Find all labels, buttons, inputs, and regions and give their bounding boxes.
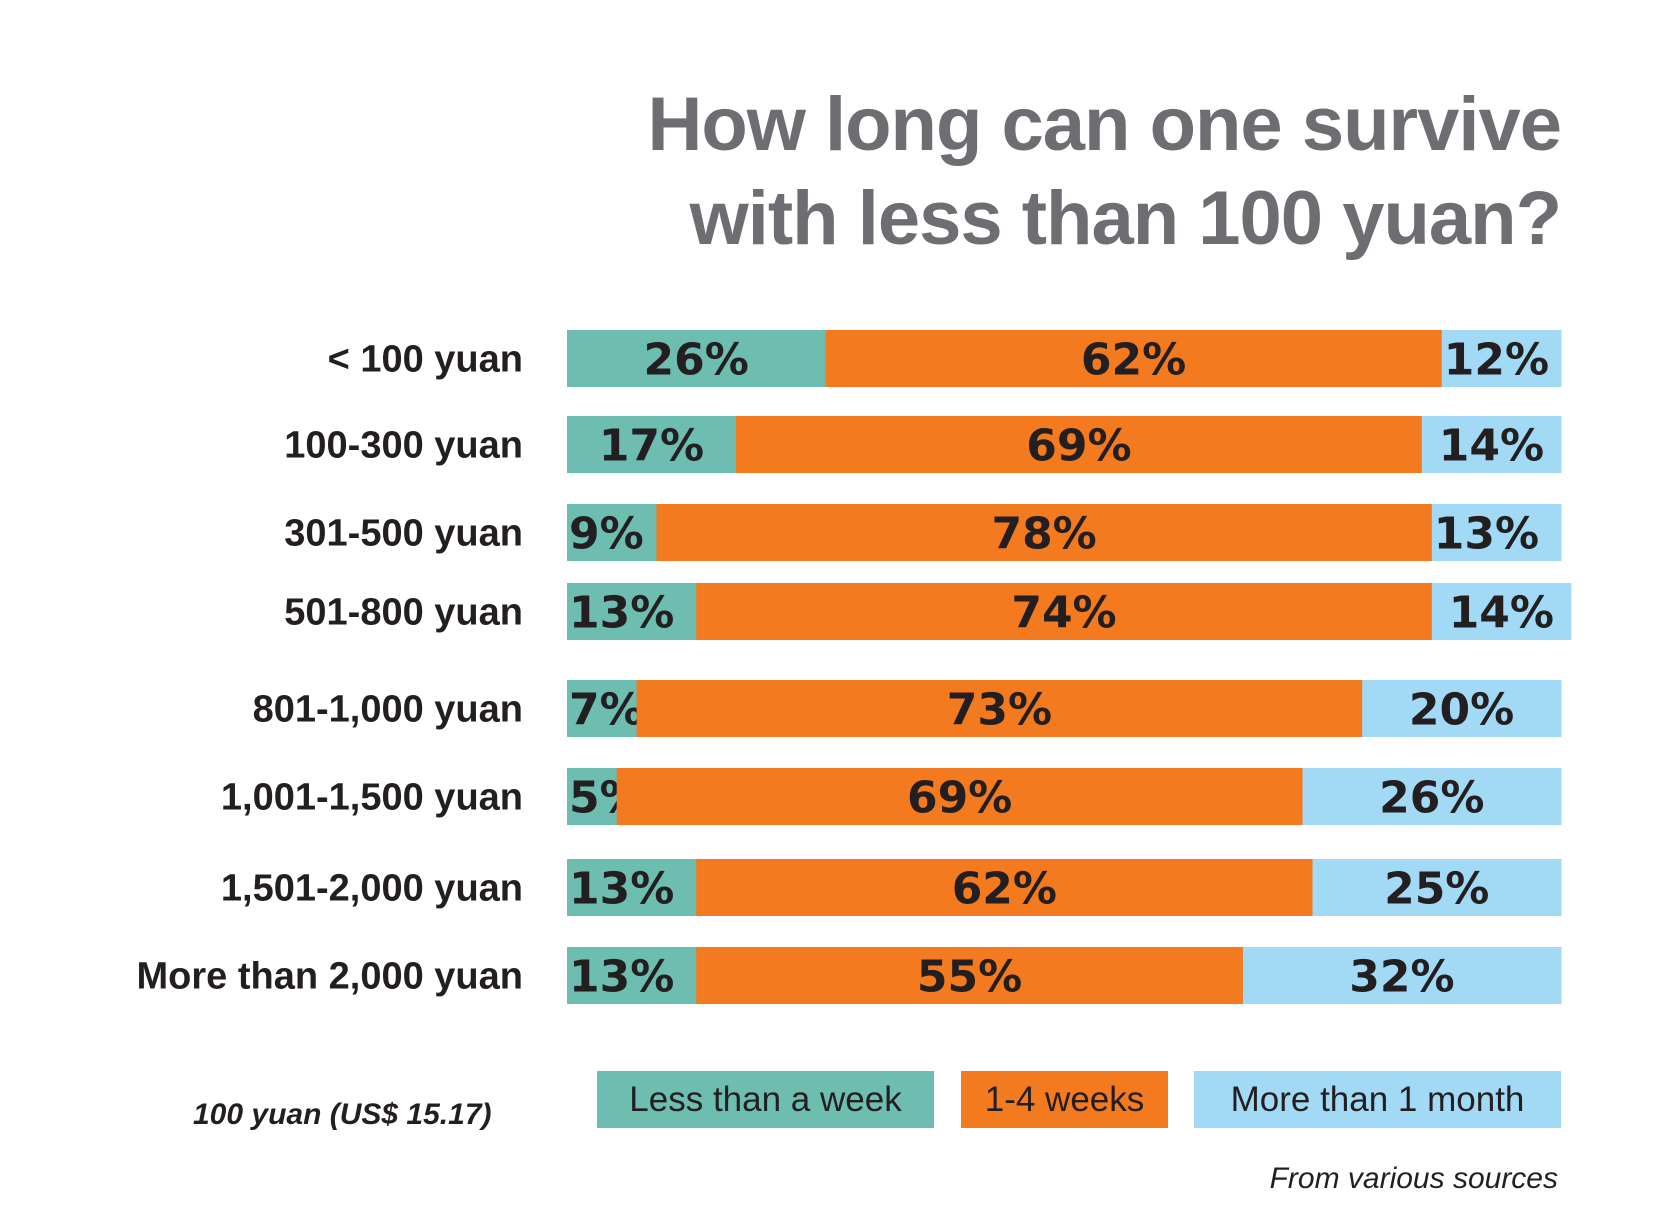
value-label-more-than-1-month-3: 13% <box>1434 509 1539 560</box>
value-label-1-4-weeks-2: 69% <box>1026 421 1131 472</box>
title-line-2: with less than 100 yuan? <box>689 176 1562 261</box>
bar-segment-more-than-1-month-4 <box>1431 583 1572 640</box>
category-label-more-than-2-000-yuan: More than 2,000 yuan <box>137 956 523 998</box>
category-label-801-1-000-yuan: 801-1,000 yuan <box>253 689 523 731</box>
value-label-1-4-weeks-4: 74% <box>1011 588 1116 639</box>
value-label-less-than-a-week-4: 13% <box>569 588 674 639</box>
bar-segment-1-4-weeks-5 <box>636 680 1363 737</box>
bar-segment-more-than-1-month-1 <box>1441 330 1562 387</box>
source-note: From various sources <box>1269 1162 1558 1195</box>
bar-segment-less-than-a-week-8 <box>567 947 697 1004</box>
bar-segment-1-4-weeks-2 <box>735 416 1423 473</box>
value-label-more-than-1-month-5: 20% <box>1409 685 1514 736</box>
bar-segment-less-than-a-week-7 <box>567 859 697 916</box>
bar-segment-more-than-1-month-8 <box>1242 947 1562 1004</box>
bar-segment-less-than-a-week-6 <box>567 768 618 825</box>
value-label-1-4-weeks-5: 73% <box>947 685 1052 736</box>
category-label-100-yuan: < 100 yuan <box>328 339 523 381</box>
value-label-1-4-weeks-1: 62% <box>1081 335 1186 386</box>
bar-segment-less-than-a-week-5 <box>567 680 638 737</box>
value-label-1-4-weeks-8: 55% <box>917 952 1022 1003</box>
bar-segment-more-than-1-month-7 <box>1312 859 1562 916</box>
bar-segment-more-than-1-month-6 <box>1302 768 1562 825</box>
category-label-501-800-yuan: 501-800 yuan <box>284 592 523 634</box>
value-label-more-than-1-month-1: 12% <box>1444 335 1549 386</box>
bar-segment-more-than-1-month-5 <box>1362 680 1562 737</box>
bar-segment-1-4-weeks-7 <box>696 859 1313 916</box>
value-label-1-4-weeks-7: 62% <box>952 864 1057 915</box>
bar-segment-1-4-weeks-3 <box>656 504 1433 561</box>
bar-segment-more-than-1-month-2 <box>1421 416 1562 473</box>
bar-segment-1-4-weeks-8 <box>696 947 1244 1004</box>
value-label-less-than-a-week-8: 13% <box>569 952 674 1003</box>
category-label-301-500-yuan: 301-500 yuan <box>284 513 523 555</box>
value-label-more-than-1-month-6: 26% <box>1379 773 1484 824</box>
bar-segment-less-than-a-week-2 <box>567 416 737 473</box>
category-label-1-501-2-000-yuan: 1,501-2,000 yuan <box>221 868 523 910</box>
category-label-1-001-1-500-yuan: 1,001-1,500 yuan <box>221 777 523 819</box>
value-label-1-4-weeks-6: 69% <box>907 773 1012 824</box>
value-label-less-than-a-week-2: 17% <box>599 421 704 472</box>
value-label-less-than-a-week-5: 7% <box>569 685 644 736</box>
chart-title: How long can one survive with less than … <box>461 78 1562 266</box>
value-label-more-than-1-month-7: 25% <box>1384 864 1489 915</box>
legend-item-1-4-weeks: 1-4 weeks <box>961 1071 1168 1128</box>
bar-segment-more-than-1-month-3 <box>1431 504 1562 561</box>
legend-item-more-than-1-month: More than 1 month <box>1194 1071 1561 1128</box>
bar-segment-less-than-a-week-3 <box>567 504 657 561</box>
value-label-less-than-a-week-3: 9% <box>569 509 644 560</box>
bar-segment-less-than-a-week-4 <box>567 583 697 640</box>
bar-segment-1-4-weeks-4 <box>696 583 1433 640</box>
currency-note: 100 yuan (US$ 15.17) <box>193 1098 492 1131</box>
value-label-more-than-1-month-8: 32% <box>1349 952 1454 1003</box>
value-label-more-than-1-month-2: 14% <box>1439 421 1544 472</box>
bar-segment-less-than-a-week-1 <box>567 330 826 387</box>
value-label-less-than-a-week-1: 26% <box>644 335 749 386</box>
legend-item-less-than-a-week: Less than a week <box>597 1071 934 1128</box>
category-label-100-300-yuan: 100-300 yuan <box>284 425 523 467</box>
bar-segment-1-4-weeks-6 <box>616 768 1304 825</box>
value-label-1-4-weeks-3: 78% <box>991 509 1096 560</box>
title-line-1: How long can one survive <box>647 82 1562 167</box>
bar-segment-1-4-weeks-1 <box>825 330 1443 387</box>
value-label-less-than-a-week-7: 13% <box>569 864 674 915</box>
value-label-more-than-1-month-4: 14% <box>1449 588 1554 639</box>
